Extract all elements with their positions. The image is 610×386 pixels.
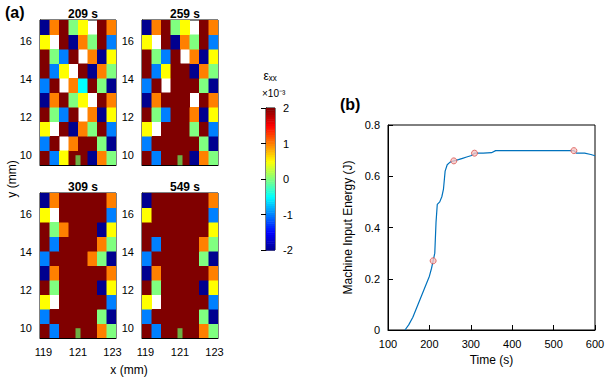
svg-text:600: 600 — [586, 338, 604, 350]
svg-text:16: 16 — [20, 35, 32, 47]
svg-text:×10⁻³: ×10⁻³ — [262, 88, 286, 99]
svg-text:10: 10 — [20, 322, 32, 334]
svg-text:12: 12 — [122, 284, 134, 296]
svg-text:121: 121 — [171, 346, 189, 358]
svg-text:16: 16 — [122, 35, 134, 47]
svg-text:119: 119 — [137, 346, 155, 358]
svg-text:209 s: 209 s — [68, 7, 98, 21]
svg-text:12: 12 — [122, 111, 134, 123]
svg-text:(b): (b) — [340, 96, 360, 113]
svg-text:123: 123 — [205, 346, 223, 358]
svg-text:10: 10 — [122, 149, 134, 161]
svg-text:x (mm): x (mm) — [110, 363, 147, 377]
svg-text:(a): (a) — [5, 4, 25, 21]
svg-text:12: 12 — [20, 284, 32, 296]
svg-text:εₓₓ: εₓₓ — [263, 69, 276, 83]
svg-text:Time (s): Time (s) — [470, 353, 514, 367]
svg-text:123: 123 — [103, 346, 121, 358]
svg-text:10: 10 — [20, 149, 32, 161]
svg-text:119: 119 — [35, 346, 53, 358]
svg-text:2: 2 — [283, 102, 289, 114]
svg-text:y (mm): y (mm) — [5, 160, 19, 197]
svg-text:200: 200 — [420, 338, 438, 350]
svg-text:1: 1 — [283, 138, 289, 150]
svg-text:100: 100 — [379, 338, 397, 350]
svg-text:259 s: 259 s — [170, 7, 200, 21]
svg-text:0.4: 0.4 — [365, 222, 380, 234]
svg-text:-2: -2 — [283, 244, 293, 256]
svg-text:Machine Input Energy (J): Machine Input Energy (J) — [341, 160, 355, 294]
svg-text:0.2: 0.2 — [365, 273, 380, 285]
svg-text:500: 500 — [544, 338, 562, 350]
svg-text:121: 121 — [69, 346, 87, 358]
svg-text:14: 14 — [122, 73, 134, 85]
svg-text:14: 14 — [122, 246, 134, 258]
svg-text:300: 300 — [462, 338, 480, 350]
svg-text:12: 12 — [20, 111, 32, 123]
svg-text:0: 0 — [283, 173, 289, 185]
svg-text:309 s: 309 s — [68, 180, 98, 194]
svg-text:0.6: 0.6 — [365, 170, 380, 182]
svg-text:16: 16 — [20, 208, 32, 220]
svg-text:0: 0 — [374, 324, 380, 336]
svg-text:14: 14 — [20, 246, 32, 258]
svg-text:-1: -1 — [283, 209, 293, 221]
svg-text:400: 400 — [503, 338, 521, 350]
svg-text:0.8: 0.8 — [365, 119, 380, 131]
svg-text:549 s: 549 s — [170, 180, 200, 194]
svg-text:16: 16 — [122, 208, 134, 220]
svg-text:10: 10 — [122, 322, 134, 334]
svg-text:14: 14 — [20, 73, 32, 85]
